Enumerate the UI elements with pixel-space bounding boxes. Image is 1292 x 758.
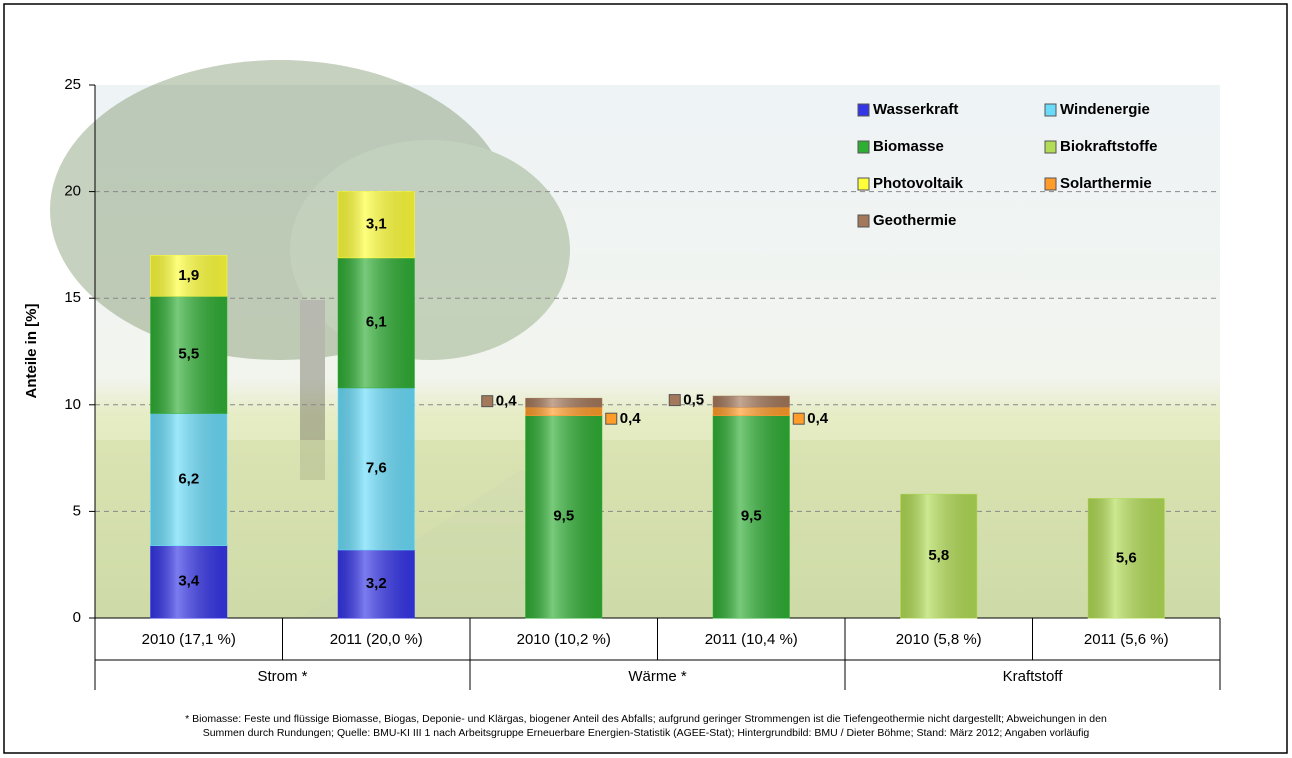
legend-swatch	[1044, 140, 1057, 154]
data-label: 3,1	[366, 216, 387, 233]
bar-shine	[338, 387, 415, 550]
bar-shine	[713, 396, 790, 407]
legend-label: Biokraftstoffe	[1060, 138, 1158, 155]
plot-background	[95, 85, 1220, 618]
legend-swatch	[1044, 103, 1057, 117]
y-axis-label: Anteile in [%]	[23, 303, 40, 398]
x-tick-label: 2010 (17,1 %)	[142, 631, 236, 648]
group-label: Kraftstoff	[1003, 668, 1064, 685]
legend-swatch	[857, 177, 870, 191]
bar-shine	[338, 257, 415, 388]
data-label: 1,9	[178, 267, 199, 284]
y-tick-label: 15	[64, 289, 81, 306]
data-label: 5,8	[928, 547, 949, 564]
y-tick-label: 0	[73, 609, 81, 626]
legend-label: Biomasse	[873, 138, 944, 155]
bar-shine	[525, 415, 602, 618]
legend-label: Windenergie	[1060, 101, 1150, 118]
data-label: 0,4	[496, 393, 518, 410]
x-tick-label: 2011 (20,0 %)	[330, 631, 423, 648]
footnote: Summen durch Rundungen; Quelle: BMU-KI I…	[203, 727, 1090, 739]
data-label: 6,2	[178, 470, 199, 487]
x-tick-label: 2011 (10,4 %)	[705, 631, 798, 648]
data-label: 0,4	[620, 410, 642, 427]
bar-shine	[150, 413, 227, 546]
y-tick-label: 25	[64, 76, 81, 93]
y-tick-label: 5	[73, 502, 81, 519]
bar-shine	[713, 415, 790, 618]
legend-label: Wasserkraft	[873, 101, 958, 118]
y-tick-label: 20	[64, 183, 81, 200]
label-icon	[792, 412, 805, 425]
data-label: 0,5	[683, 392, 704, 409]
bar-shine	[150, 296, 227, 414]
footnote: * Biomasse: Feste und flüssige Biomasse,…	[185, 713, 1107, 725]
bar-shine	[150, 255, 227, 297]
x-tick-label: 2011 (5,6 %)	[1084, 631, 1169, 648]
bar-shine	[525, 406, 602, 416]
y-tick-label: 10	[64, 396, 81, 413]
data-label: 3,4	[178, 573, 200, 590]
data-label: 7,6	[366, 460, 387, 477]
label-icon	[605, 412, 618, 425]
legend-swatch	[857, 214, 870, 228]
bar-shine	[338, 191, 415, 258]
data-label: 6,1	[366, 314, 387, 331]
bar-shine	[525, 398, 602, 407]
data-label: 9,5	[553, 508, 574, 525]
x-tick-label: 2010 (5,8 %)	[896, 631, 982, 648]
legend-swatch	[1044, 177, 1057, 191]
legend-swatch	[857, 140, 870, 154]
x-tick-label: 2010 (10,2 %)	[517, 631, 611, 648]
group-label: Strom *	[257, 668, 307, 685]
bar-shine	[338, 549, 415, 618]
data-label: 0,4	[807, 410, 829, 427]
bar-shine	[713, 406, 790, 416]
group-label: Wärme *	[628, 668, 687, 685]
legend-label: Geothermie	[873, 212, 956, 229]
bar-shine	[150, 545, 227, 618]
bar-shine	[1088, 498, 1165, 618]
bar-shine	[900, 494, 977, 618]
data-label: 9,5	[741, 508, 762, 525]
data-label: 5,5	[178, 346, 199, 363]
data-label: 5,6	[1116, 549, 1137, 566]
data-label: 3,2	[366, 575, 387, 592]
label-icon	[481, 395, 494, 408]
label-icon	[668, 394, 681, 407]
legend-label: Solarthermie	[1060, 175, 1152, 192]
legend-swatch	[857, 103, 870, 117]
legend-label: Photovoltaik	[873, 175, 964, 192]
